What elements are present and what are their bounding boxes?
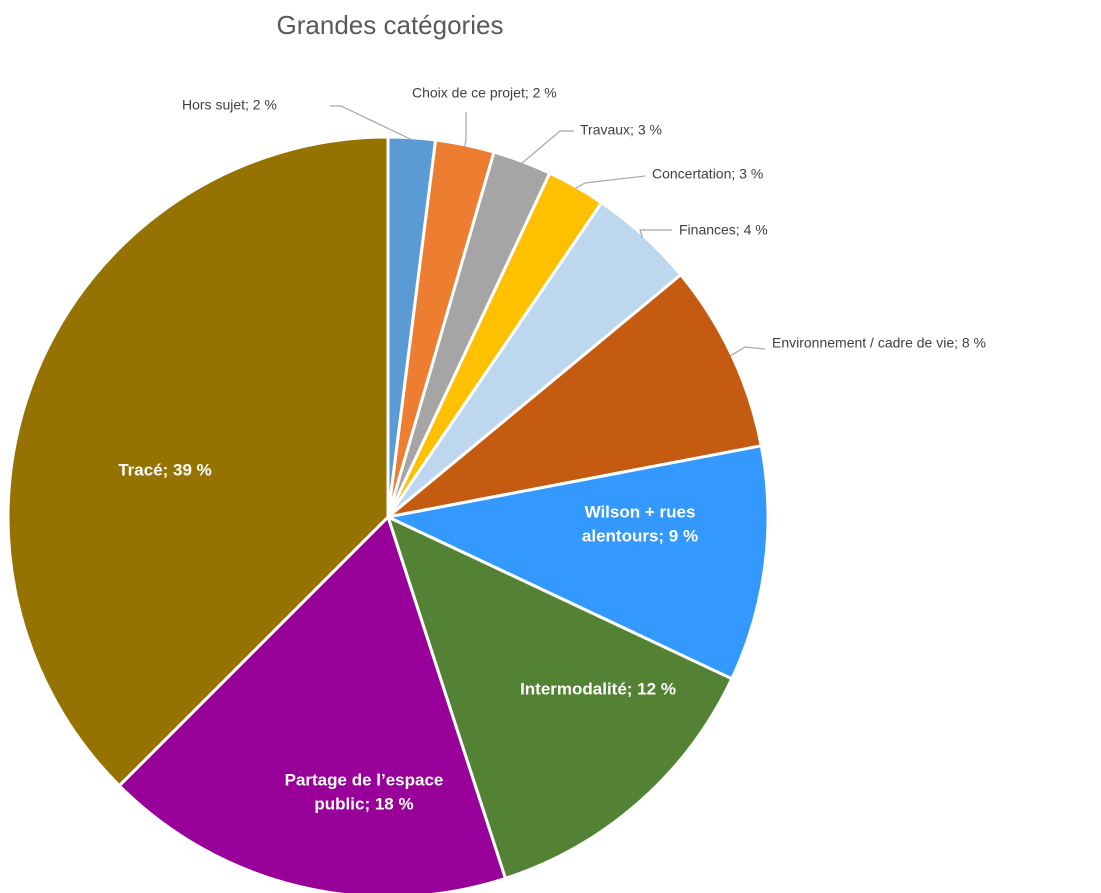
slice-label: Choix de ce projet; 2 % bbox=[412, 85, 557, 101]
leader-line bbox=[330, 105, 412, 141]
slice-label-line: public; 18 % bbox=[314, 794, 413, 813]
slice-label-line: Tracé; 39 % bbox=[118, 460, 212, 479]
pie-slice bbox=[386, 515, 734, 880]
slice-label: Wilson + rues alentours; 9 % bbox=[582, 502, 698, 545]
leader-line bbox=[729, 346, 766, 357]
slice-label: Partage de l’espace public; 18 % bbox=[285, 770, 444, 813]
leader-line bbox=[464, 112, 467, 147]
slice-label: Concertation; 3 % bbox=[652, 166, 763, 182]
leader-lines bbox=[330, 105, 766, 357]
pie-slice bbox=[386, 444, 770, 681]
slice-label: Hors sujet; 2 % bbox=[182, 97, 277, 113]
pie-slice bbox=[6, 135, 390, 788]
slice-labels: Hors sujet; 2 % Choix de ce projet; 2 % Tr… bbox=[118, 85, 986, 814]
chart-title: Grandes catégories bbox=[276, 10, 504, 40]
slice-label: Tracé; 39 % bbox=[118, 460, 212, 479]
slice-label: Travaux; 3 % bbox=[580, 122, 662, 138]
leader-line bbox=[521, 130, 574, 164]
slice-label-line: Partage de l’espace bbox=[285, 770, 444, 789]
slice-label-line: alentours; 9 % bbox=[582, 526, 698, 545]
slice-label: Intermodalité; 12 % bbox=[520, 679, 676, 698]
slice-label-line: Wilson + rues bbox=[585, 502, 696, 521]
leader-line bbox=[574, 175, 646, 190]
leader-line bbox=[639, 229, 672, 238]
slice-label: Finances; 4 % bbox=[679, 222, 768, 238]
pie-slice bbox=[117, 515, 507, 893]
pie-slices bbox=[6, 135, 770, 893]
slice-label: Environnement / cadre de vie; 8 % bbox=[772, 335, 986, 351]
slice-label-line: Intermodalité; 12 % bbox=[520, 679, 676, 698]
